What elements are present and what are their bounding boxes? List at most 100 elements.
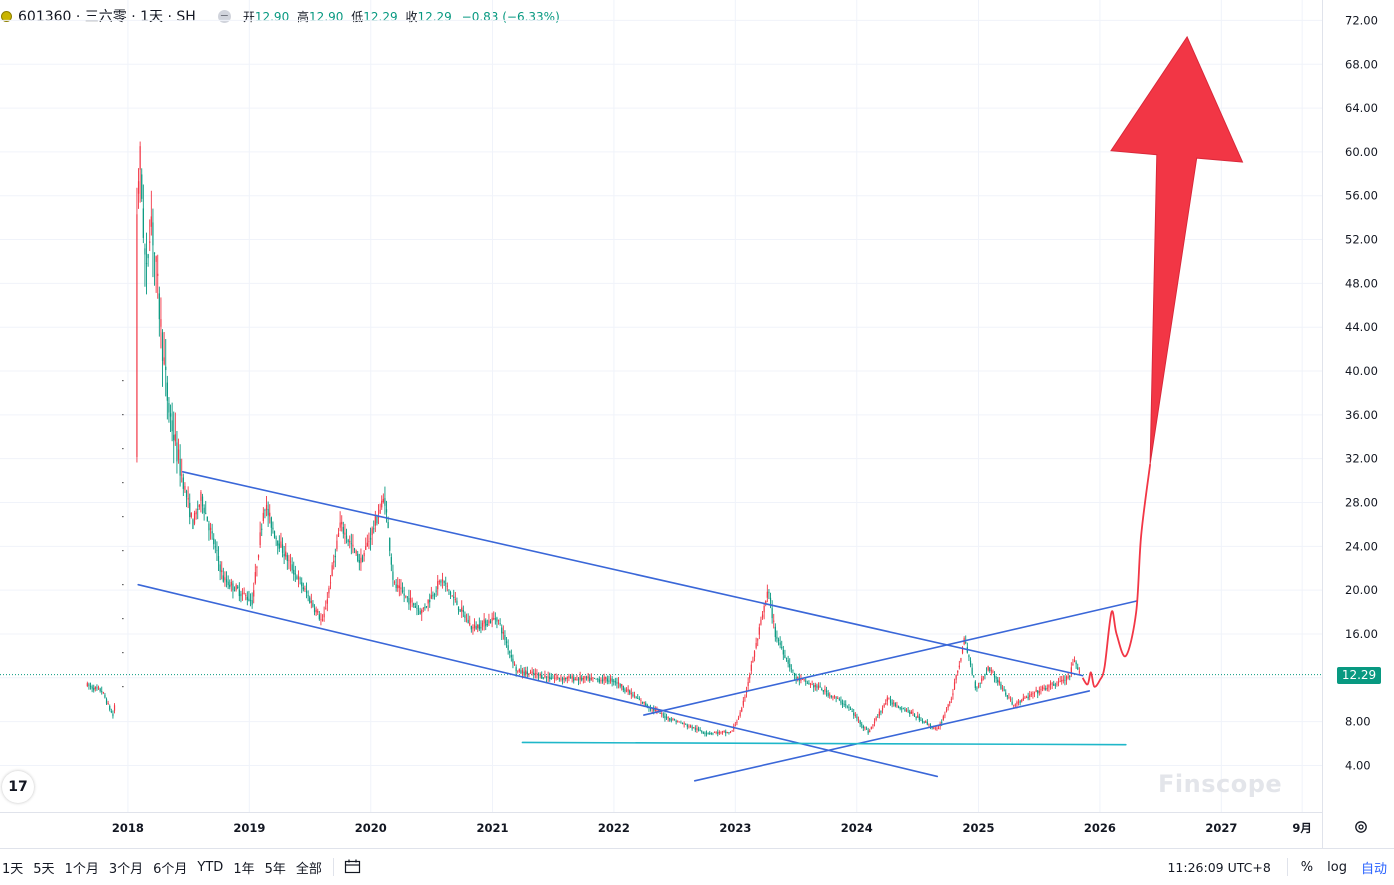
candle-body [341,521,343,525]
range-3m-button[interactable]: 3个月 [108,861,144,877]
support-line[interactable] [521,741,1127,746]
candle-body [605,677,607,679]
candle-body [512,658,514,664]
candle-body [272,527,274,530]
tradingview-logo[interactable]: 17 [2,771,34,803]
clock-readout[interactable]: 11:26:09 UTC+8 [1167,859,1271,875]
candle-body [179,458,181,476]
percent-scale-toggle[interactable]: % [1300,859,1314,875]
candle-body [206,516,208,522]
price-chart[interactable]: 4.00 8.00 16.00 20.00 24.00 28.00 32.00 36.00 40… [0,0,1394,848]
range-all-button[interactable]: 全部 [295,861,322,877]
candle-body [537,674,540,676]
candle-body [445,583,447,585]
candle-body [934,727,936,729]
candle-body [355,550,357,554]
candle-body [219,564,221,572]
candle-body [629,690,631,694]
candle-body [854,714,856,716]
lower-channel-line[interactable] [137,583,939,778]
candle-body [853,712,855,716]
candle-body [896,705,898,707]
candle-body [541,674,543,679]
candle-body [181,474,183,476]
lower-rising-line[interactable] [693,690,1091,782]
candle-body [670,719,672,721]
candle-body [640,700,642,702]
candle-body [1001,687,1004,689]
candle-body [741,708,743,712]
candle-body [285,551,287,557]
candle-body [587,676,589,679]
candle-body [827,692,829,696]
candle-body [353,548,356,551]
gear-icon[interactable] [1353,819,1369,835]
candle-body [320,618,322,620]
candle-body [342,526,344,534]
candle-body [1049,683,1052,685]
candle-body [509,651,511,653]
range-6m-button[interactable]: 6个月 [153,861,188,877]
candle-body [489,620,492,624]
candle-body [843,703,845,705]
forecast-curve[interactable] [1081,464,1152,688]
upper-channel-line[interactable] [182,471,1084,677]
candle-body [1029,694,1031,697]
candle-body [534,673,536,675]
candle-body [1016,701,1018,705]
candle-body [1006,695,1008,697]
candle-body [897,706,900,708]
candle-body [190,512,192,517]
range-5d-button[interactable]: 5天 [33,861,55,877]
target-arrow[interactable] [1110,35,1244,465]
range-5y-button[interactable]: 5年 [264,861,286,877]
candle-body [801,679,804,680]
candle-body [158,293,160,320]
candle-body [150,216,152,227]
range-ytd-button[interactable]: YTD [197,859,224,875]
candle-body [697,728,700,730]
candle-body [499,623,501,624]
candle-body [731,730,733,732]
range-1d-button[interactable]: 1天 [2,861,24,877]
candles [86,141,1080,737]
range-1y-button[interactable]: 1年 [233,861,255,877]
calendar-goto-icon[interactable] [344,859,362,875]
candle-body [536,673,538,674]
auto-scale-toggle[interactable]: 自动 [1360,861,1387,877]
candle-body [1062,679,1064,681]
candle-body [358,560,360,563]
candle-body [109,705,111,710]
candle-body [113,705,116,711]
candle-body [976,687,978,689]
candle-body [960,658,962,662]
candle-body [973,676,975,678]
candle-body [656,710,658,712]
candle-body [518,668,520,672]
collapse-legend-icon[interactable]: − [217,8,231,23]
candle-body [705,733,708,735]
upper-rising-line[interactable] [643,600,1137,716]
candle-body [1053,684,1055,686]
log-scale-toggle[interactable]: log [1327,859,1347,875]
candle-body [793,672,796,676]
candle-body [297,576,300,580]
candle-body [1069,675,1071,678]
candle-body [309,597,311,603]
candle-body [921,720,924,723]
candle-body [233,589,236,592]
candle-body [192,519,194,529]
candle-body [557,677,559,678]
time-tick-label: 2023 [719,821,751,835]
candle-body [86,683,88,687]
symbol-title[interactable]: 601360 · 三六零 · 1天 · SH [18,9,196,25]
candle-body [803,679,805,681]
range-1m-button[interactable]: 1个月 [64,861,99,877]
candle-body [387,522,389,529]
candle-body [467,619,469,624]
candle-body [1048,684,1050,688]
candle-body [808,682,810,685]
candle-body [1032,693,1034,695]
candle-body [653,708,655,711]
candle-body [835,697,837,699]
